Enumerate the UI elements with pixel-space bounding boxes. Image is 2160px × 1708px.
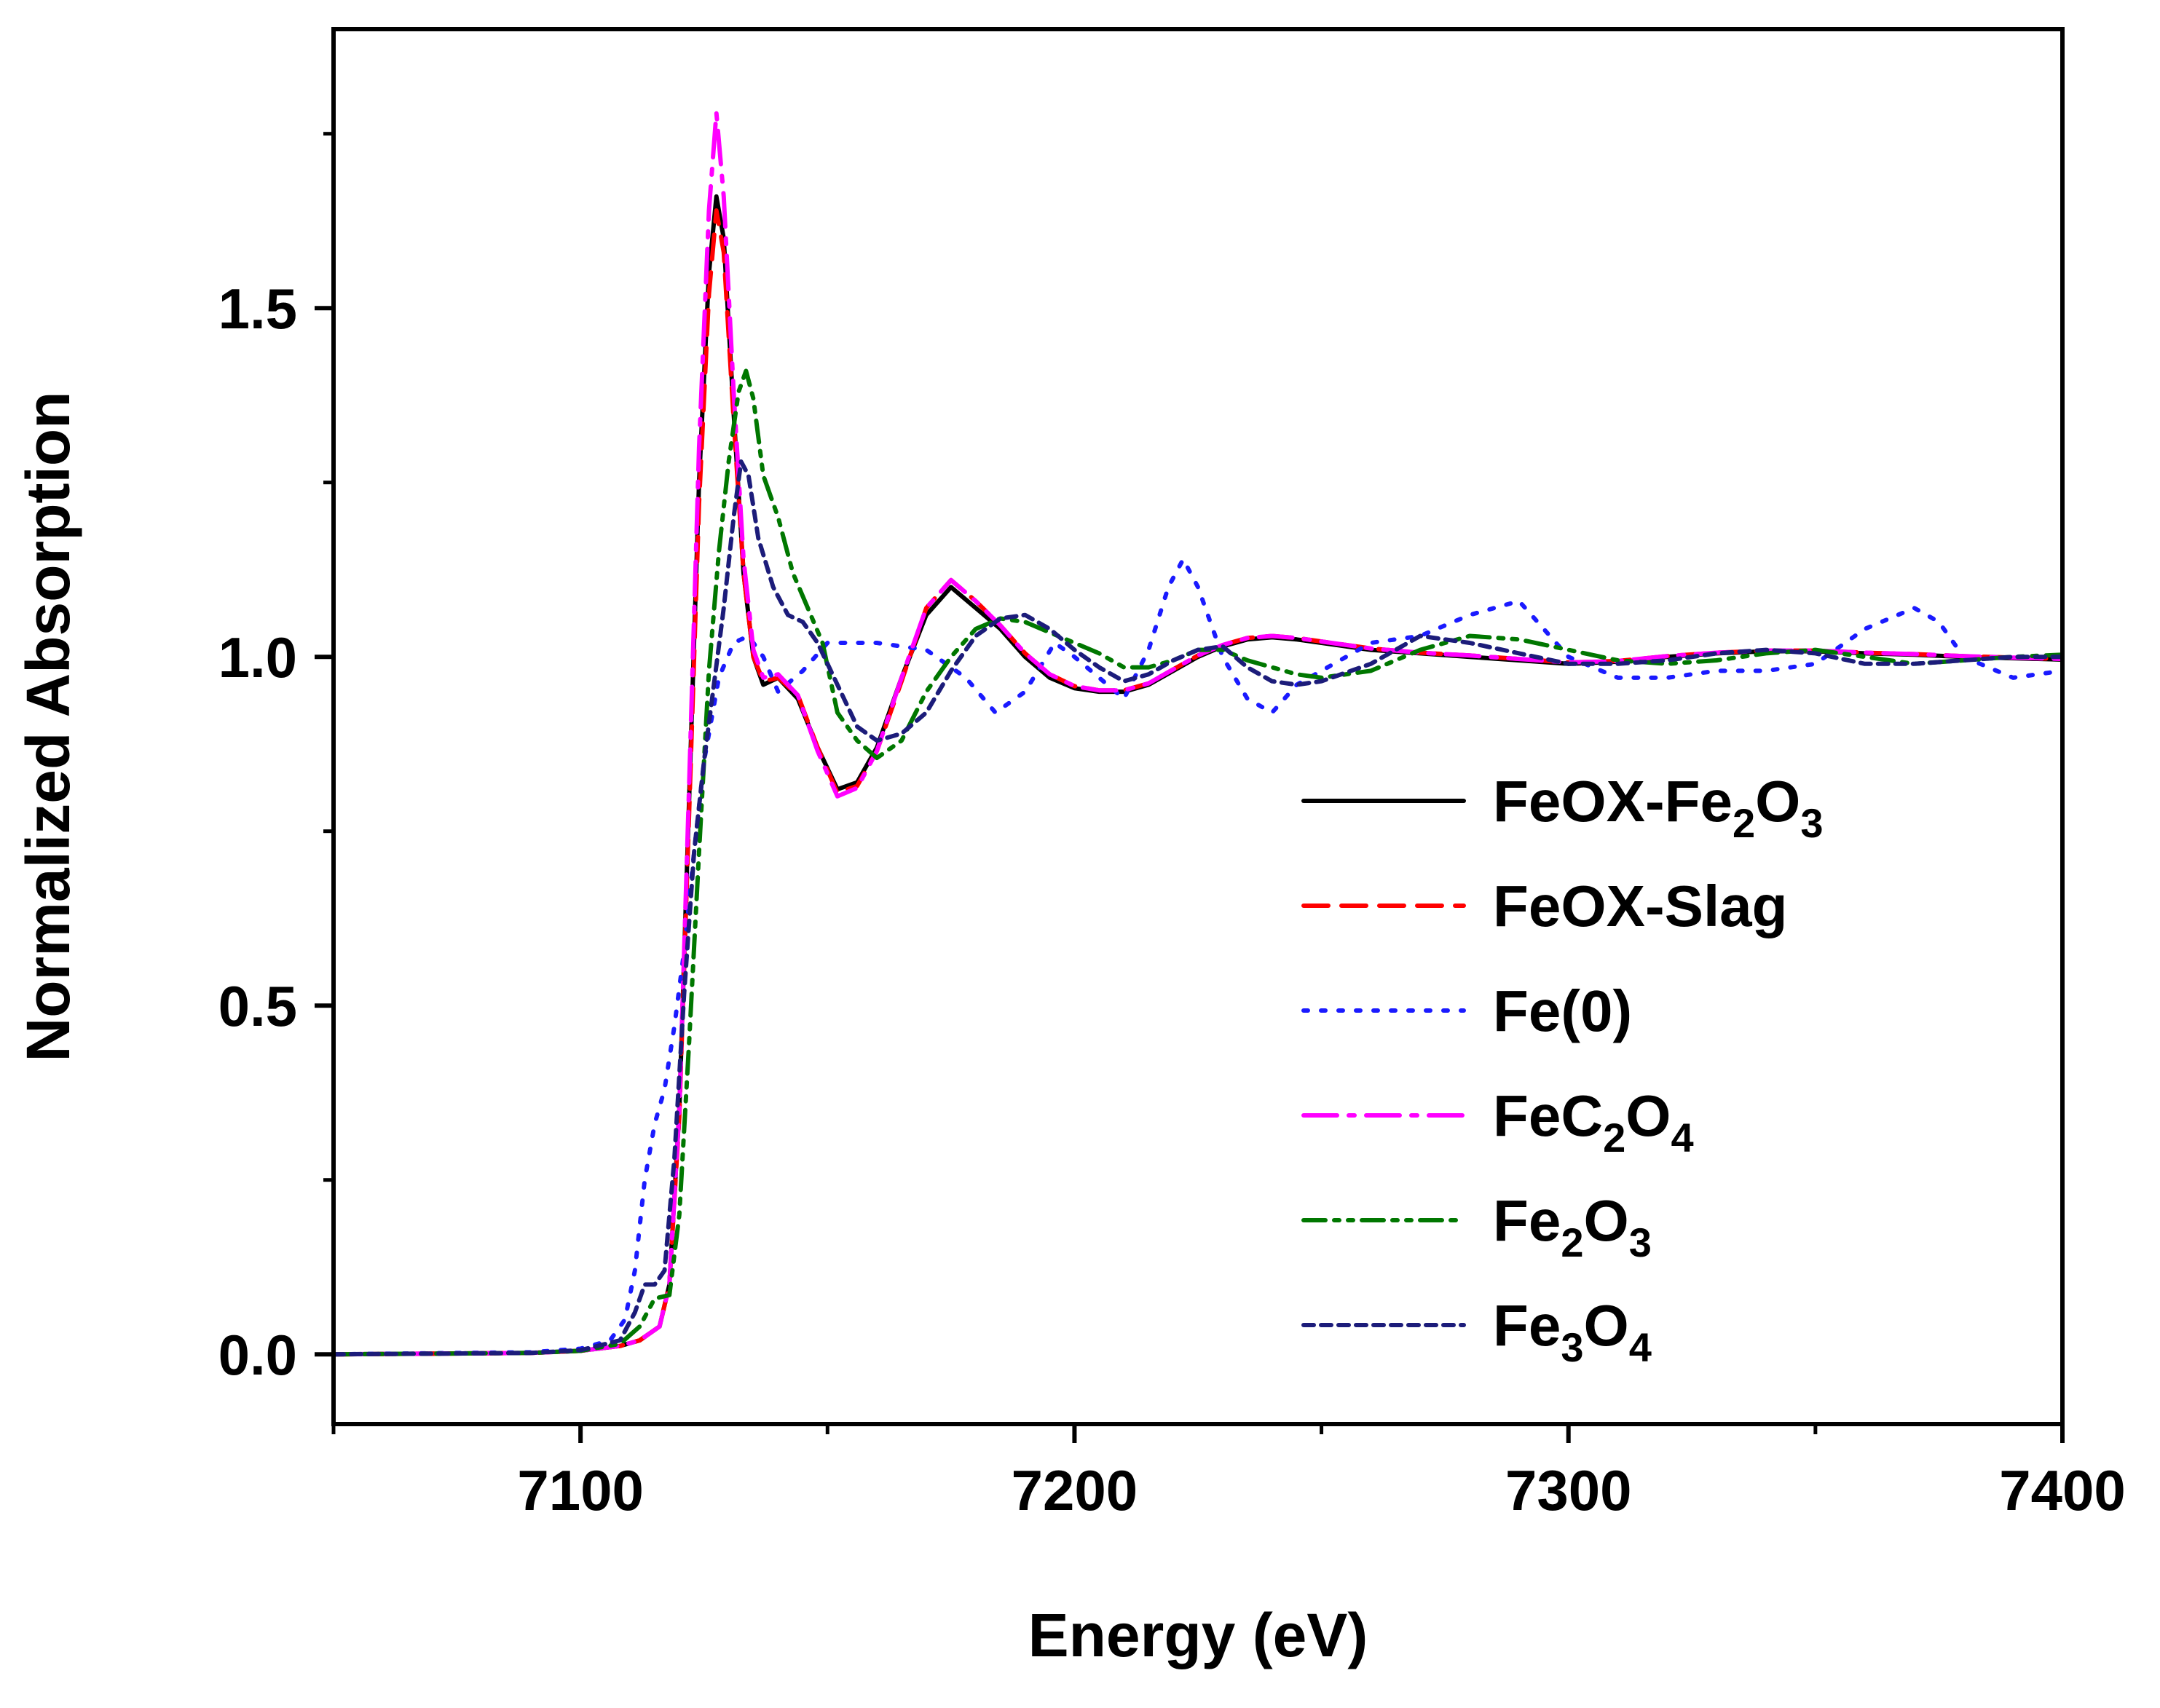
legend-label: FeOX-Fe2​O3​ <box>1493 769 1824 846</box>
legend-item-feox-slag: FeOX-Slag <box>1301 874 1788 938</box>
series-line-fec2o4 <box>334 111 2062 1357</box>
legend: FeOX-Fe2​O3​ FeOX-Slag Fe(0) FeC2​O4​ Fe2​O3… <box>1301 769 1824 1370</box>
legend-label: Fe2​O3​ <box>1493 1188 1652 1265</box>
series-group <box>334 111 2062 1357</box>
y-tick-label: 1.0 <box>218 625 297 689</box>
x-tick-label: 7400 <box>1999 1458 2126 1522</box>
series-line-fe-0 <box>334 557 2062 1357</box>
legend-item-fec2o4: FeC2​O4​ <box>1301 1083 1694 1161</box>
plot-frame <box>331 27 2065 1426</box>
x-tick-label: 7200 <box>1012 1458 1138 1522</box>
y-tick-label: 1.5 <box>218 277 297 341</box>
legend-item-fe-0: Fe(0) <box>1301 978 1632 1043</box>
y-tick-label: 0.0 <box>218 1323 297 1387</box>
series-line-fe3o4 <box>334 459 2062 1357</box>
x-tick-label: 7300 <box>1505 1458 1632 1522</box>
y-axis-title: Normalized Absorption <box>14 392 82 1062</box>
x-tick-label: 7100 <box>517 1458 644 1522</box>
legend-label: FeOX-Slag <box>1493 874 1788 938</box>
legend-label: Fe3​O4​ <box>1493 1293 1652 1370</box>
legend-item-feox-fe2o3: FeOX-Fe2​O3​ <box>1301 769 1824 846</box>
legend-label: Fe(0) <box>1493 978 1632 1043</box>
legend-item-fe3o4: Fe3​O4​ <box>1301 1293 1652 1370</box>
y-tick-label: 0.5 <box>218 974 297 1038</box>
x-axis-title: Energy (eV) <box>1028 1601 1368 1669</box>
series-line-feox-slag <box>334 208 2062 1357</box>
legend-label: FeC2​O4​ <box>1493 1083 1694 1161</box>
axes-group: 7100 7200 7300 7400 0.0 0.5 1.0 1.5 <box>218 132 2126 1522</box>
legend-item-fe2o3: Fe2​O3​ <box>1301 1188 1652 1265</box>
